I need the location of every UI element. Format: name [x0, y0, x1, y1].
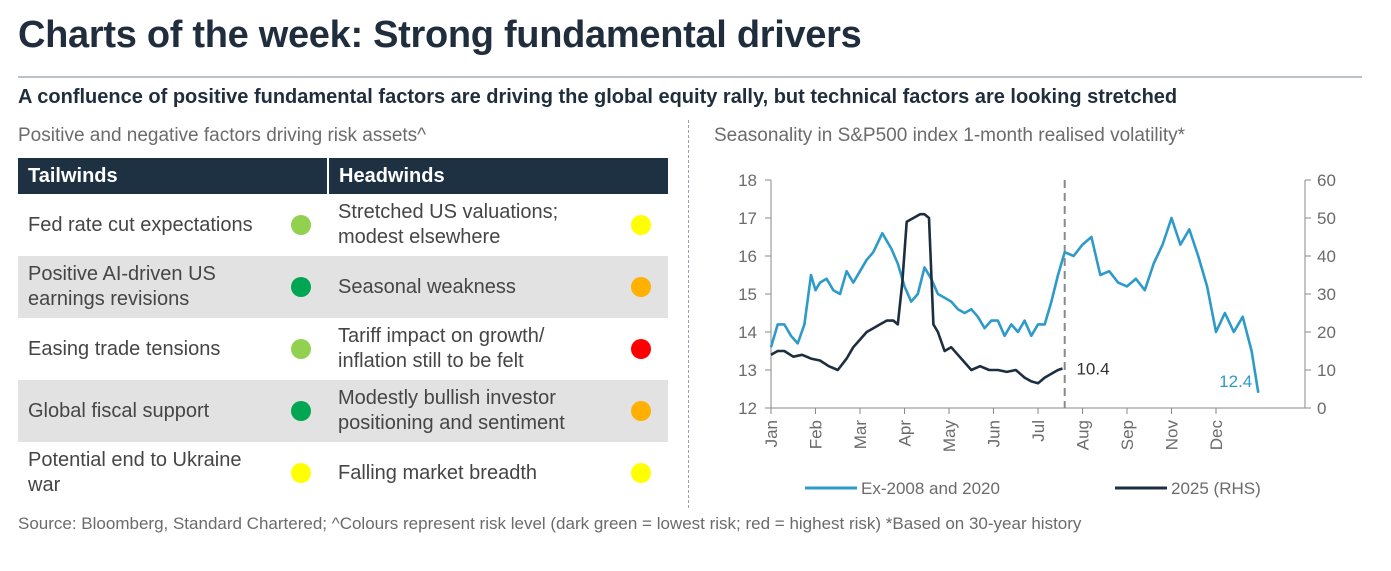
right-tick-label: 20: [1317, 323, 1336, 342]
headwind-risk-dot: [630, 401, 651, 422]
left-tick-label: 12: [738, 399, 757, 418]
title-divider: [18, 76, 1362, 78]
x-tick-label: Jul: [1029, 420, 1048, 442]
table-row: Positive AI-driven US earnings revisions…: [18, 256, 669, 318]
x-tick-label: Apr: [896, 420, 915, 447]
left-tick-label: 18: [738, 171, 757, 190]
headwind-label: Tariff impact on growth/ inflation still…: [338, 325, 545, 372]
right-tick-label: 60: [1317, 171, 1336, 190]
right-tick-label: 30: [1317, 285, 1336, 304]
tailwind-risk-dot: [290, 339, 311, 360]
tailwind-label: Positive AI-driven US earnings revisions: [18, 256, 273, 318]
tailwind-risk-dot: [290, 401, 311, 422]
x-tick-label: Nov: [1163, 420, 1182, 451]
x-tick-label: Dec: [1207, 420, 1226, 451]
left-tick-label: 17: [738, 209, 757, 228]
headwind-risk-dot: [630, 277, 651, 298]
left-panel-title: Positive and negative factors driving ri…: [18, 125, 427, 146]
left-tick-label: 14: [738, 323, 757, 342]
table-row: Fed rate cut expectations Stretched US va…: [18, 194, 668, 256]
right-tick-label: 10: [1317, 361, 1336, 380]
x-tick-label: Aug: [1074, 420, 1093, 450]
tailwind-risk-dot: [290, 277, 311, 298]
tailwind-label: Easing trade tensions: [28, 337, 221, 360]
tailwind-label: Global fiscal support: [18, 380, 273, 442]
x-tick-label: Mar: [851, 420, 870, 450]
page-subtitle: A confluence of positive fundamental fac…: [18, 86, 1178, 108]
headwind-label: Stretched US valuations; modest elsewher…: [338, 201, 559, 248]
right-panel-title: Seasonality in S&P500 index 1-month real…: [714, 125, 1186, 146]
left-tick-label: 15: [738, 285, 757, 304]
tailwind-label: Fed rate cut expectations: [28, 213, 253, 236]
series-line-2025: [770, 212, 1063, 385]
series-line-ex-2008-2020: [769, 216, 1260, 394]
series-end-label: 10.4: [1076, 359, 1109, 378]
headwinds-header: Headwinds: [327, 158, 669, 194]
right-tick-label: 50: [1317, 209, 1336, 228]
page-title: Charts of the week: Strong fundamental d…: [18, 14, 862, 56]
x-tick-label: Jan: [762, 420, 781, 447]
right-tick-label: 40: [1317, 247, 1336, 266]
x-tick-label: Feb: [807, 420, 826, 449]
series-end-label: 12.4: [1219, 372, 1252, 391]
left-tick-label: 16: [738, 247, 757, 266]
volatility-chart: 12 13 14 15 16 17 18 0 10 20 30 40 50 60 Jan Feb Mar Apr M…: [738, 171, 1336, 498]
table-row: Easing trade tensions Tariff impact on gr…: [18, 318, 668, 380]
x-tick-label: Sep: [1118, 420, 1137, 450]
headwind-label: Falling market breadth: [338, 461, 537, 484]
left-tick-label: 13: [738, 361, 757, 380]
legend-label: Ex-2008 and 2020: [861, 479, 1000, 498]
tailwind-risk-dot: [290, 463, 311, 484]
tailwind-risk-dot: [290, 215, 311, 236]
headwind-risk-dot: [630, 215, 651, 236]
headwind-risk-dot: [630, 339, 651, 360]
headwind-risk-dot: [630, 463, 651, 484]
tailwinds-header: Tailwinds: [18, 158, 329, 194]
panel-divider: [688, 120, 689, 508]
factors-table: Tailwinds Headwinds Fed rate cut expecta…: [18, 158, 669, 504]
headwind-label: Seasonal weakness: [328, 256, 614, 318]
legend-label: 2025 (RHS): [1171, 479, 1261, 498]
table-row: Global fiscal support Modestly bullish in…: [18, 380, 669, 442]
x-tick-label: Jun: [985, 420, 1004, 447]
source-note: Source: Bloomberg, Standard Chartered; ^…: [18, 514, 1082, 533]
headwind-label: Modestly bullish investor positioning an…: [328, 380, 614, 442]
table-row: Potential end to Ukraine war Falling mark…: [18, 442, 668, 504]
right-tick-label: 0: [1317, 399, 1326, 418]
x-tick-label: May: [940, 420, 959, 453]
tailwind-label: Potential end to Ukraine war: [28, 449, 242, 496]
